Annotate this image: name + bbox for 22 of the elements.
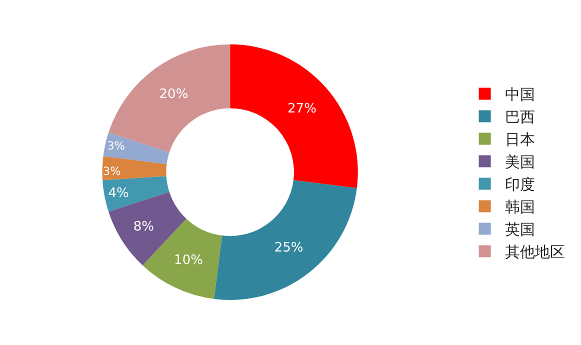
data-label: 20% bbox=[159, 87, 188, 102]
legend-label: 日本 bbox=[504, 130, 535, 149]
data-label: 10% bbox=[174, 253, 203, 268]
donut-slice bbox=[102, 176, 170, 212]
donut-slice bbox=[214, 180, 357, 300]
legend-label: 美国 bbox=[504, 153, 535, 172]
donut-slice bbox=[102, 156, 167, 180]
data-label: 27% bbox=[288, 101, 316, 116]
donut-slice bbox=[230, 44, 358, 188]
legend-label: 英国 bbox=[504, 220, 535, 239]
data-label: 4% bbox=[108, 186, 129, 201]
legend-label: 其他地区 bbox=[504, 243, 565, 262]
legend-label: 巴西 bbox=[504, 108, 535, 126]
donut-slice bbox=[108, 44, 230, 152]
legend-label: 韩国 bbox=[504, 198, 535, 216]
data-label: 3% bbox=[102, 165, 122, 178]
donut-slice bbox=[103, 132, 170, 164]
data-label: 25% bbox=[274, 240, 304, 256]
data-label: 8% bbox=[133, 220, 154, 235]
legend-label: 印度 bbox=[504, 176, 535, 194]
data-label: 3% bbox=[107, 140, 126, 153]
legend-label: 中国 bbox=[504, 86, 535, 104]
